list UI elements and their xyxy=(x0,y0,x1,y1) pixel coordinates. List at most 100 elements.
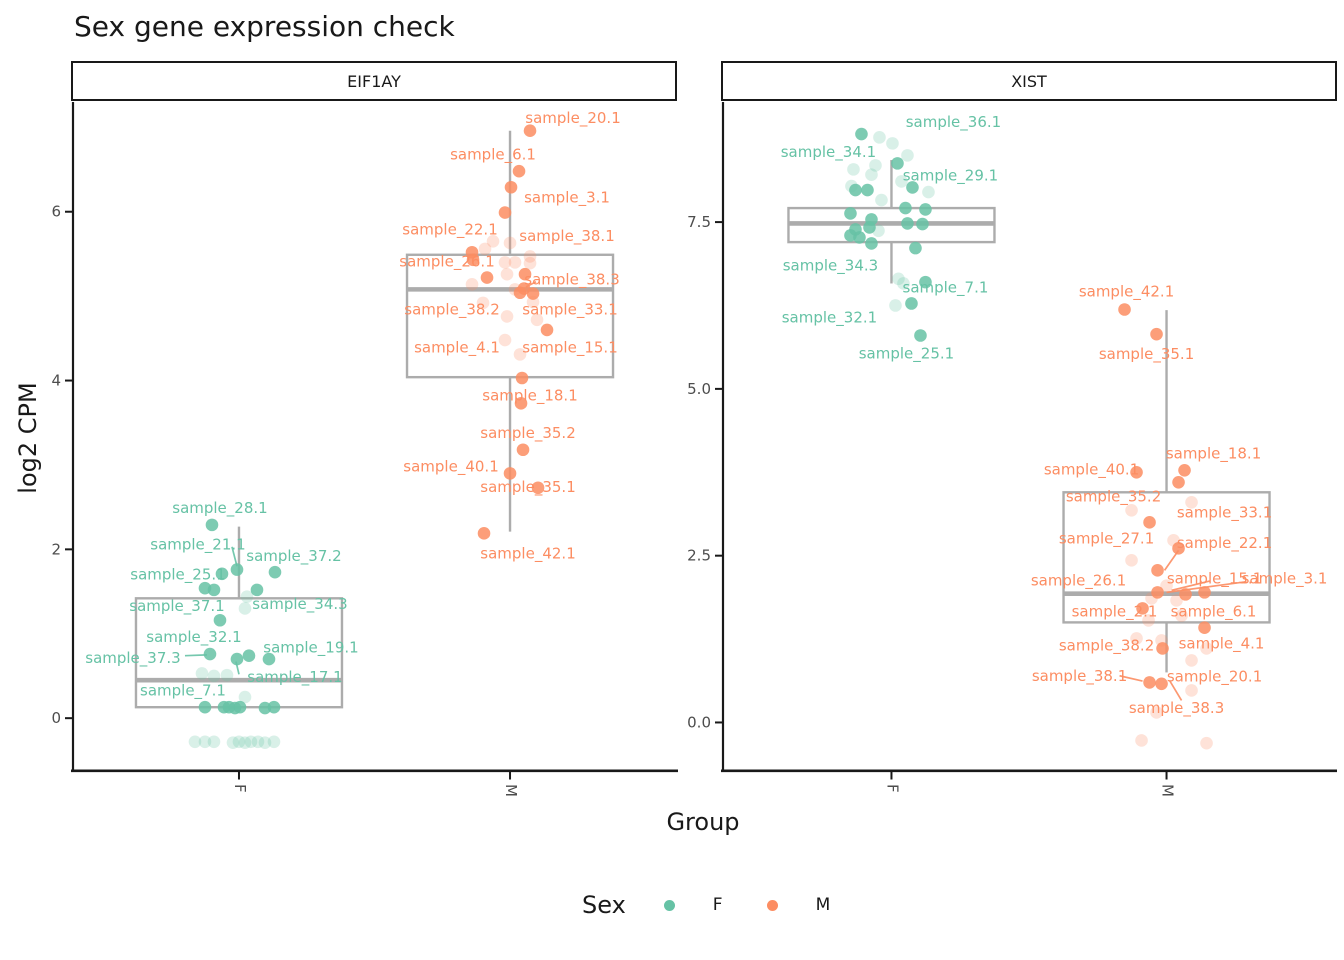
sample-label: sample_27.1 xyxy=(1059,529,1154,548)
data-point-pale xyxy=(1200,642,1213,655)
data-point xyxy=(899,201,912,215)
data-point xyxy=(919,275,932,289)
data-point-pale xyxy=(1130,632,1143,645)
facet-strip-label: EIF1AY xyxy=(347,71,401,91)
data-point-pale xyxy=(238,736,252,749)
facet-strip-xist: XIST xyxy=(721,61,1337,101)
y-tick-label: 5.0 xyxy=(687,380,711,398)
data-point-pale xyxy=(892,272,905,286)
data-point xyxy=(909,241,922,255)
data-point xyxy=(513,286,527,300)
data-point xyxy=(919,203,932,216)
label-leader-line xyxy=(1166,580,1247,594)
data-point xyxy=(203,647,217,661)
data-point xyxy=(267,700,281,714)
sample-label: sample_33.1 xyxy=(1177,503,1272,522)
data-point-pale xyxy=(513,348,527,361)
data-point-pale xyxy=(889,299,902,312)
data-point xyxy=(865,237,878,250)
facet-strip-label: XIST xyxy=(1011,71,1047,91)
data-point xyxy=(1198,586,1211,599)
label-leader-line xyxy=(184,654,208,657)
data-point xyxy=(916,217,929,231)
data-point-pale xyxy=(207,735,221,749)
data-point-pale xyxy=(500,267,514,281)
data-point xyxy=(268,565,282,579)
sample-label: sample_34.3 xyxy=(252,595,347,614)
data-point xyxy=(230,563,244,576)
data-point xyxy=(504,180,518,194)
x-axis-title: Group xyxy=(666,808,740,836)
data-point-pale xyxy=(500,310,514,323)
data-point xyxy=(891,157,904,170)
sample-label: sample_3.1 xyxy=(524,188,610,207)
legend-dot-m-icon xyxy=(766,899,778,911)
y-tick-label: 2.5 xyxy=(687,547,711,565)
data-point xyxy=(1155,677,1168,691)
data-point-pale xyxy=(207,669,221,683)
data-point-pale xyxy=(847,163,860,176)
legend-label-f: F xyxy=(712,895,723,915)
data-point-pale xyxy=(465,278,479,291)
sample-label: sample_34.3 xyxy=(783,256,878,275)
data-point-pale xyxy=(240,590,254,603)
data-point-pale xyxy=(875,193,888,207)
label-leader-line xyxy=(1168,679,1183,701)
data-point xyxy=(526,287,540,300)
facet-strip-eif1ay: EIF1AY xyxy=(71,61,677,101)
sample-label: sample_21.1 xyxy=(150,535,245,554)
sample-label: sample_35.2 xyxy=(1066,487,1161,506)
data-point xyxy=(531,481,545,495)
sample-label: sample_26.1 xyxy=(399,253,494,272)
data-point xyxy=(498,206,512,219)
sample-label: sample_2.1 xyxy=(1072,603,1158,622)
sample-label: sample_42.1 xyxy=(1079,282,1174,301)
sample-label: sample_36.1 xyxy=(906,113,1001,132)
sample-label: sample_40.1 xyxy=(1044,461,1139,480)
data-point-pale xyxy=(188,735,202,749)
y-tick-label: 2 xyxy=(51,540,61,558)
data-point-pale xyxy=(895,175,908,188)
label-leader-line xyxy=(235,661,240,675)
data-point xyxy=(1156,642,1169,655)
data-point xyxy=(849,183,862,197)
sample-label: sample_25.1 xyxy=(859,345,954,364)
sample-label: sample_6.1 xyxy=(450,145,536,164)
data-point xyxy=(516,443,530,457)
x-tick-label: M xyxy=(502,784,520,797)
data-point xyxy=(1151,586,1164,599)
data-point xyxy=(480,271,494,284)
legend-key-m: M xyxy=(766,895,830,915)
data-point xyxy=(1143,676,1156,689)
data-point xyxy=(1118,303,1131,316)
sample-label: sample_35.1 xyxy=(480,478,575,497)
data-point xyxy=(855,127,868,141)
legend-title: Sex xyxy=(582,891,626,919)
data-point xyxy=(914,329,927,342)
data-point-pale xyxy=(523,256,537,270)
sample-label: sample_38.2 xyxy=(404,301,499,320)
sample-label: sample_18.1 xyxy=(482,387,577,406)
data-point xyxy=(1198,621,1211,635)
data-point-pale xyxy=(195,667,209,680)
data-point xyxy=(844,207,857,220)
data-point xyxy=(1143,516,1156,529)
data-point-pale xyxy=(498,333,512,347)
sample-label: sample_33.1 xyxy=(522,301,617,320)
data-point xyxy=(233,700,247,714)
data-point-pale xyxy=(498,256,512,269)
sample-label: sample_22.1 xyxy=(402,220,497,239)
sample-label: sample_38.1 xyxy=(519,227,614,246)
sample-label: sample_7.1 xyxy=(903,278,989,297)
data-point xyxy=(540,323,554,337)
box xyxy=(1062,491,1271,624)
label-leader-line xyxy=(1163,549,1180,571)
sample-label: sample_20.1 xyxy=(1167,667,1262,686)
y-tick-label: 7.5 xyxy=(687,213,711,231)
data-point-pale xyxy=(1185,495,1198,509)
label-leader-line xyxy=(1119,674,1143,682)
data-point-pale xyxy=(220,668,234,682)
data-point-pale xyxy=(244,735,258,749)
data-point-pale xyxy=(865,168,878,182)
data-point-pale xyxy=(1125,504,1138,517)
